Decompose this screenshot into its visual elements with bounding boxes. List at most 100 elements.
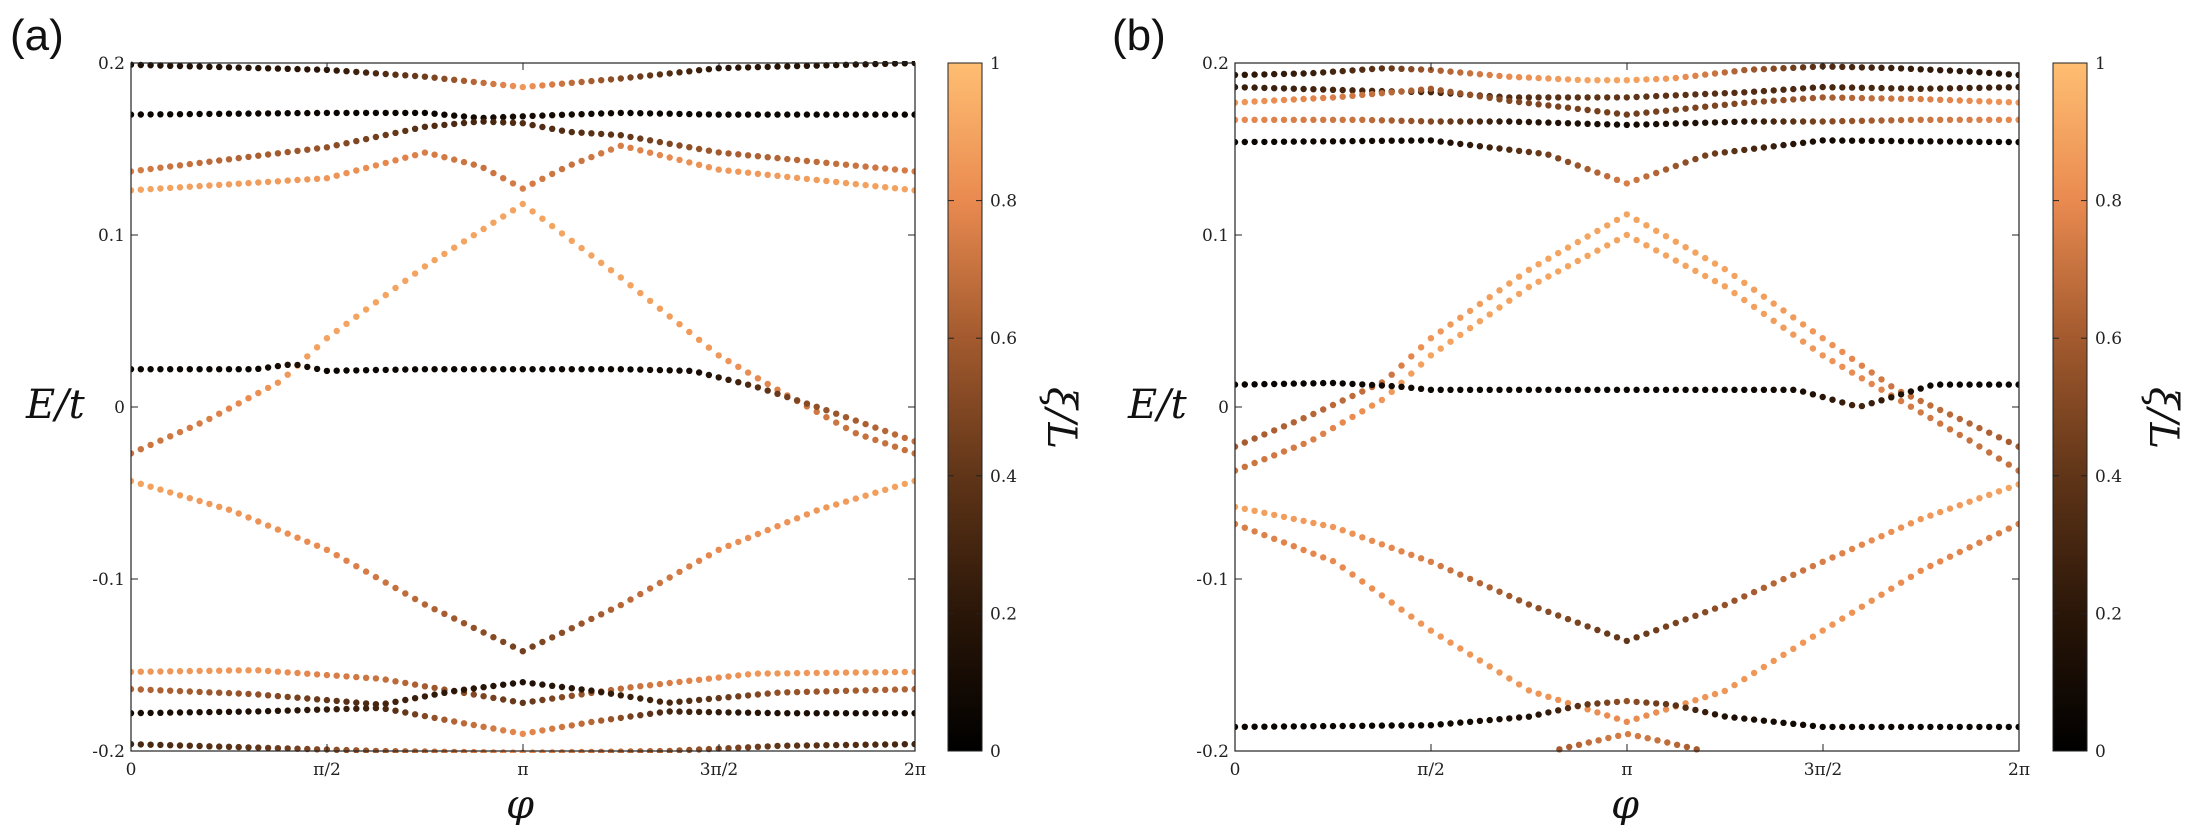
data-point [833,410,840,417]
data-point [803,400,811,407]
data-point [1897,65,1905,72]
data-point [490,749,497,753]
data-point [1858,362,1866,369]
series-band-7 [131,477,915,655]
data-point [147,483,154,490]
data-point [911,685,915,693]
data-point [774,709,781,717]
data-point [666,679,673,687]
data-point [186,110,193,118]
data-point [1937,508,1944,516]
data-point [1937,96,1944,104]
data-point [1349,92,1356,100]
data-point [216,503,223,510]
data-point [1829,137,1836,144]
data-point [1790,64,1797,72]
data-point [578,129,585,136]
data-point [1643,109,1650,116]
data-point [1653,120,1660,128]
data-point [1566,743,1573,751]
data-point [1702,609,1709,616]
data-point [2005,138,2013,146]
data-point [343,109,350,117]
data-point [1555,155,1562,162]
series-band-11 [1235,697,2019,731]
data-point [588,252,595,259]
data-point [1946,505,1954,512]
data-point [1790,386,1797,393]
data-point [793,515,801,522]
series-band-4 [131,142,915,194]
data-point [1643,386,1650,393]
data-point [304,353,311,360]
data-point [1721,69,1729,76]
data-point [225,689,233,697]
data-point [1535,261,1542,268]
data-point [323,144,331,151]
data-point [353,137,360,145]
data-point [1535,74,1542,82]
data-point [196,63,203,70]
data-point [1731,289,1738,297]
data-point [1702,254,1709,262]
data-point [176,366,184,373]
data-point [1466,718,1474,725]
data-point [1525,118,1533,126]
data-point [793,174,801,182]
data-point [764,154,771,161]
data-point [235,110,242,117]
data-point [901,446,908,454]
colorbar-tick-label: 0.4 [2095,467,2122,487]
data-point [1349,67,1356,74]
data-point [362,69,370,76]
data-point [1555,268,1562,275]
data-point [264,364,272,371]
data-point [764,111,771,118]
data-point [1427,137,1435,144]
data-point [598,130,605,138]
data-point [842,414,850,421]
data-point [1427,722,1435,729]
data-point [1388,65,1395,72]
data-point [891,741,899,748]
data-point [744,381,752,388]
data-point [676,698,683,705]
data-point [686,110,693,118]
data-point [137,480,144,487]
data-point [1623,94,1631,101]
data-point [313,109,321,117]
data-point [1575,741,1583,748]
data-point [1408,137,1415,144]
data-point [1634,732,1642,740]
data-point [1545,709,1552,716]
data-point [2005,438,2013,446]
data-point [754,743,762,750]
data-point [1897,116,1905,124]
data-point [1809,84,1817,91]
data-point [490,366,497,373]
data-point [1976,138,1983,145]
data-point [402,679,409,687]
data-point [1594,108,1601,115]
data-point [235,690,242,697]
data-point [911,710,915,717]
data-point [1770,317,1777,324]
data-point [558,683,566,691]
data-point [1946,67,1954,74]
data-point [500,81,507,89]
data-point [1584,706,1591,713]
y-tick-label: 0.2 [98,54,125,74]
data-point [353,563,360,570]
data-point [666,140,673,147]
data-point [1604,121,1611,128]
data-point [1956,431,1964,439]
data-point [568,237,575,244]
data-point [882,440,889,447]
data-point [1535,605,1542,612]
data-point [372,573,380,581]
data-point [1643,242,1650,249]
data-point [637,712,644,719]
data-point [1555,707,1562,714]
data-point [245,179,252,187]
data-point [343,140,350,147]
